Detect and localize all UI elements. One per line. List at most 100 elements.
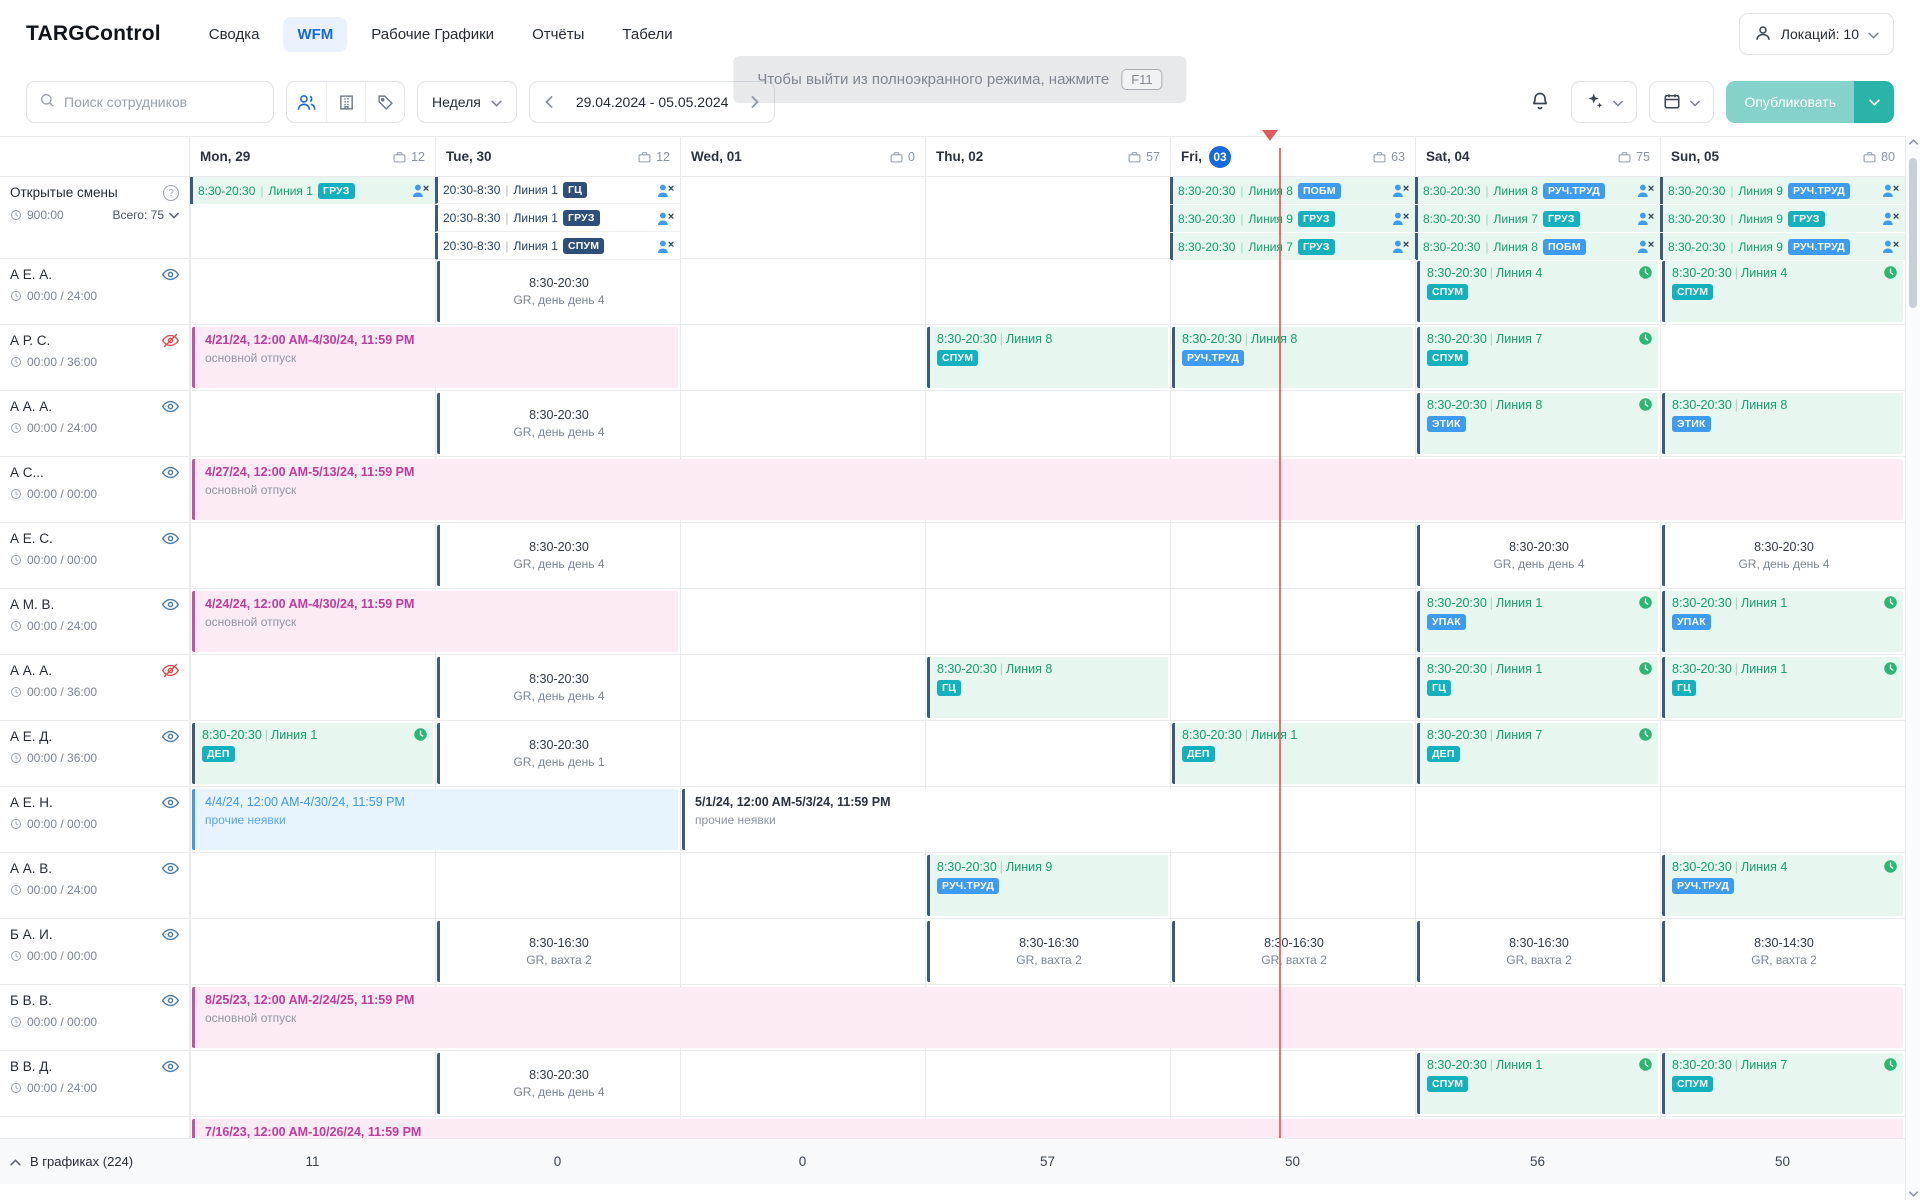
visibility-icon[interactable] bbox=[161, 993, 180, 1008]
schedule-block[interactable]: 8:30-20:30 GR, день день 4 bbox=[1417, 525, 1658, 586]
employees-view-button[interactable] bbox=[287, 82, 326, 122]
schedule-block[interactable]: 8:30-16:30 GR, вахта 2 bbox=[437, 921, 678, 982]
publish-dropdown-button[interactable] bbox=[1854, 81, 1894, 123]
shift-block[interactable]: 8:30-20:30 | Линия 7 СПУМ bbox=[1417, 327, 1658, 388]
shift-block[interactable]: 8:30-20:30 | Линия 1 ГЦ bbox=[1417, 657, 1658, 718]
vacation-block[interactable]: 4/27/24, 12:00 AM-5/13/24, 11:59 PM основ… bbox=[192, 459, 1903, 520]
shift-block[interactable]: 8:30-20:30 | Линия 4 РУЧ.ТРУД bbox=[1662, 855, 1903, 916]
absence-block[interactable]: 4/4/24, 12:00 AM-4/30/24, 11:59 PM прочие… bbox=[192, 789, 678, 850]
nav-item-wfm[interactable]: WFM bbox=[283, 16, 348, 52]
schedule-block[interactable]: 8:30-20:30 GR, день день 4 bbox=[437, 657, 678, 718]
assign-employee-icon[interactable] bbox=[657, 211, 674, 226]
employee-name[interactable]: А С... bbox=[10, 465, 44, 480]
assign-employee-icon[interactable] bbox=[657, 183, 674, 198]
shift-block[interactable]: 8:30-20:30 | Линия 8 РУЧ.ТРУД bbox=[1172, 327, 1413, 388]
shift-block[interactable]: 8:30-20:30 | Линия 8 ГЦ bbox=[927, 657, 1168, 718]
day-header[interactable]: Tue, 30 12 bbox=[435, 137, 680, 176]
schedule-block[interactable]: 8:30-20:30 GR, день день 4 bbox=[437, 1053, 678, 1114]
visibility-icon[interactable] bbox=[161, 531, 180, 546]
publish-button[interactable]: Опубликовать bbox=[1726, 81, 1854, 123]
employee-name[interactable]: А А. А. bbox=[10, 399, 53, 414]
shift-block[interactable]: 8:30-20:30 | Линия 8 ЭТИК bbox=[1417, 393, 1658, 454]
schedule-block[interactable]: 8:30-20:30 GR, день день 4 bbox=[437, 525, 678, 586]
scrollbar-thumb[interactable] bbox=[1909, 158, 1917, 308]
employee-name[interactable]: А А. А. bbox=[10, 663, 53, 678]
open-shift-entry[interactable]: 8:30-20:30 | Линия 9 РУЧ.ТРУД bbox=[1660, 177, 1905, 204]
open-shift-entry[interactable]: 20:30-8:30 | Линия 1 СПУМ bbox=[435, 233, 680, 260]
assign-employee-icon[interactable] bbox=[1882, 183, 1899, 198]
assign-employee-icon[interactable] bbox=[657, 239, 674, 254]
shift-block[interactable]: 8:30-20:30 | Линия 8 ЭТИК bbox=[1662, 393, 1903, 454]
schedule-block[interactable]: 8:30-20:30 GR, день день 4 bbox=[437, 393, 678, 454]
vacation-block[interactable]: 7/16/23, 12:00 AM-10/26/24, 11:59 PM bbox=[192, 1119, 1903, 1138]
shift-block[interactable]: 8:30-20:30 | Линия 8 СПУМ bbox=[927, 327, 1168, 388]
visibility-icon[interactable] bbox=[161, 795, 180, 810]
day-header[interactable]: Mon, 29 12 bbox=[190, 137, 435, 176]
employee-name[interactable]: В В. Д. bbox=[10, 1059, 53, 1074]
day-header[interactable]: Wed, 01 0 bbox=[680, 137, 925, 176]
open-shift-entry[interactable]: 8:30-20:30 | Линия 9 ГРУЗ bbox=[1660, 205, 1905, 232]
visibility-off-icon[interactable] bbox=[161, 663, 180, 678]
open-shift-entry[interactable]: 8:30-20:30 | Линия 8 ПОБМ bbox=[1170, 177, 1415, 204]
tags-view-button[interactable] bbox=[365, 82, 404, 122]
vacation-block[interactable]: 4/24/24, 12:00 AM-4/30/24, 11:59 PM основ… bbox=[192, 591, 678, 652]
shift-block[interactable]: 8:30-20:30 | Линия 9 РУЧ.ТРУД bbox=[927, 855, 1168, 916]
assign-employee-icon[interactable] bbox=[1882, 211, 1899, 226]
open-shift-entry[interactable]: 8:30-20:30 | Линия 8 ПОБМ bbox=[1415, 233, 1660, 260]
shift-block[interactable]: 8:30-20:30 | Линия 1 ДЕП bbox=[1172, 723, 1413, 784]
open-shift-entry[interactable]: 20:30-8:30 | Линия 1 ГЦ bbox=[435, 177, 680, 204]
employee-name[interactable]: А М. В. bbox=[10, 597, 55, 612]
shift-block[interactable]: 8:30-20:30 | Линия 1 ГЦ bbox=[1662, 657, 1903, 718]
nav-item-otchety[interactable]: Отчёты bbox=[532, 25, 585, 43]
vacation-block[interactable]: 4/21/24, 12:00 AM-4/30/24, 11:59 PM основ… bbox=[192, 327, 678, 388]
schedule-block[interactable]: 8:30-14:30 GR, вахта 2 bbox=[1662, 921, 1903, 982]
period-select[interactable]: Неделя bbox=[417, 81, 517, 123]
absence-block[interactable]: 5/1/24, 12:00 AM-5/3/24, 11:59 PM прочие … bbox=[682, 789, 1413, 850]
auto-schedule-button[interactable] bbox=[1571, 81, 1638, 123]
open-shift-entry[interactable]: 8:30-20:30 | Линия 9 РУЧ.ТРУД bbox=[1660, 233, 1905, 260]
visibility-icon[interactable] bbox=[161, 465, 180, 480]
employee-name[interactable]: Б А. И. bbox=[10, 927, 53, 942]
schedule-block[interactable]: 8:30-20:30 GR, день день 4 bbox=[1662, 525, 1903, 586]
date-range-label[interactable]: 29.04.2024 - 05.05.2024 bbox=[575, 94, 729, 110]
visibility-icon[interactable] bbox=[161, 729, 180, 744]
schedule-block[interactable]: 8:30-16:30 GR, вахта 2 bbox=[927, 921, 1168, 982]
open-shift-entry[interactable]: 8:30-20:30 | Линия 7 ГРУЗ bbox=[1170, 233, 1415, 260]
day-header[interactable]: Sat, 04 75 bbox=[1415, 137, 1660, 176]
open-shift-entry[interactable]: 8:30-20:30 | Линия 1 ГРУЗ bbox=[190, 177, 435, 204]
shift-block[interactable]: 8:30-20:30 | Линия 4 СПУМ bbox=[1417, 261, 1658, 322]
nav-item-tabeli[interactable]: Табели bbox=[622, 25, 673, 43]
shift-block[interactable]: 8:30-20:30 | Линия 1 СПУМ bbox=[1417, 1053, 1658, 1114]
assign-employee-icon[interactable] bbox=[1392, 211, 1409, 226]
departments-view-button[interactable] bbox=[326, 82, 365, 122]
assign-employee-icon[interactable] bbox=[1637, 211, 1654, 226]
next-week-button[interactable] bbox=[736, 82, 774, 122]
employee-name[interactable]: А А. В. bbox=[10, 861, 53, 876]
shift-block[interactable]: 8:30-20:30 | Линия 1 УПАК bbox=[1662, 591, 1903, 652]
open-shift-entry[interactable]: 8:30-20:30 | Линия 9 ГРУЗ bbox=[1170, 205, 1415, 232]
shift-block[interactable]: 8:30-20:30 | Линия 4 СПУМ bbox=[1662, 261, 1903, 322]
visibility-off-icon[interactable] bbox=[161, 333, 180, 348]
visibility-icon[interactable] bbox=[161, 861, 180, 876]
employee-name[interactable]: А Е. Д. bbox=[10, 729, 53, 744]
open-shift-entry[interactable]: 20:30-8:30 | Линия 1 ГРУЗ bbox=[435, 205, 680, 232]
help-icon[interactable]: ? bbox=[163, 185, 179, 201]
shift-block[interactable]: 8:30-20:30 | Линия 1 ДЕП bbox=[192, 723, 433, 784]
assign-employee-icon[interactable] bbox=[1637, 183, 1654, 198]
day-header[interactable]: Sun, 05 80 bbox=[1660, 137, 1905, 176]
nav-item-svodka[interactable]: Сводка bbox=[208, 25, 260, 43]
day-header[interactable]: Fri, 03 63 bbox=[1170, 137, 1415, 176]
assign-employee-icon[interactable] bbox=[1637, 239, 1654, 254]
schedule-block[interactable]: 8:30-20:30 GR, день день 4 bbox=[437, 261, 678, 322]
locations-button[interactable]: Локаций: 10 bbox=[1738, 13, 1894, 55]
vacation-block[interactable]: 8/25/23, 12:00 AM-2/24/25, 11:59 PM основ… bbox=[192, 987, 1903, 1048]
shift-block[interactable]: 8:30-20:30 | Линия 7 СПУМ bbox=[1662, 1053, 1903, 1114]
assign-employee-icon[interactable] bbox=[1882, 239, 1899, 254]
visibility-icon[interactable] bbox=[161, 1059, 180, 1074]
open-shift-entry[interactable]: 8:30-20:30 | Линия 8 РУЧ.ТРУД bbox=[1415, 177, 1660, 204]
visibility-icon[interactable] bbox=[161, 597, 180, 612]
visibility-icon[interactable] bbox=[161, 927, 180, 942]
visibility-icon[interactable] bbox=[161, 399, 180, 414]
scrollbar-up-arrow[interactable] bbox=[1906, 139, 1920, 145]
schedule-block[interactable]: 8:30-16:30 GR, вахта 2 bbox=[1172, 921, 1413, 982]
